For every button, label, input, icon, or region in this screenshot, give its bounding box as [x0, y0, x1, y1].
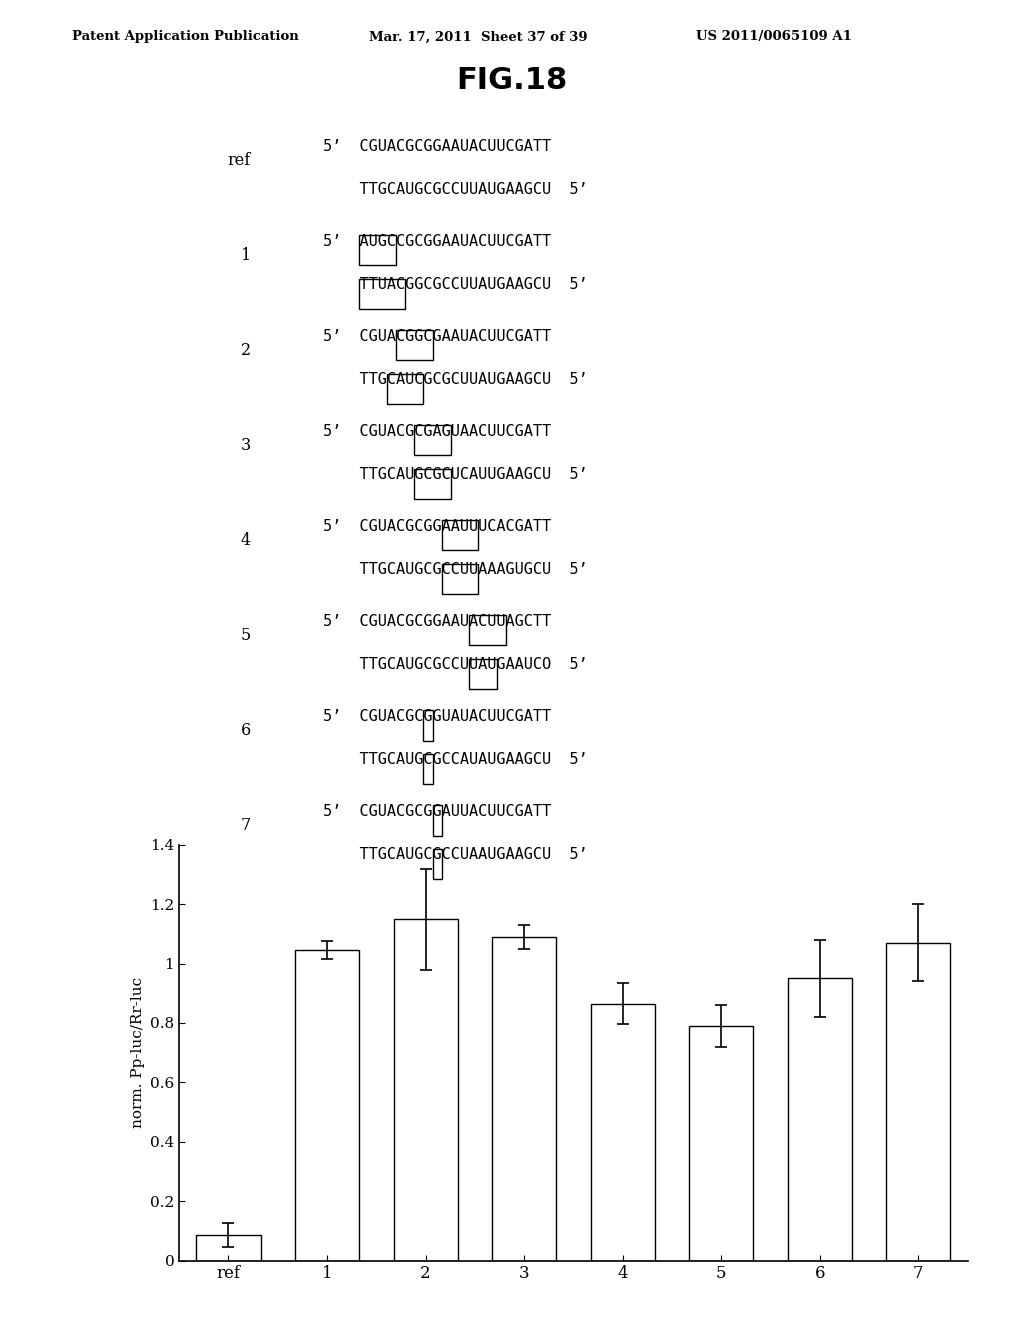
Text: 7: 7 — [241, 817, 251, 834]
Text: TTGCAUGCGCCUUAAAGUGCU  5’: TTGCAUGCGCCUUAAAGUGCU 5’ — [323, 562, 587, 577]
Text: TTUACGGCGCCUUAUGAAGCU  5’: TTUACGGCGCCUUAUGAAGCU 5’ — [323, 277, 587, 292]
Text: TTGCAUGCGCCUAAUGAAGCU  5’: TTGCAUGCGCCUAAUGAAGCU 5’ — [323, 847, 587, 862]
Text: TTGCAUCGCGCUUAUGAAGCU  5’: TTGCAUCGCGCUUAUGAAGCU 5’ — [323, 372, 587, 387]
Text: 5’  AUGCCGCGGAAUACUUCGATT: 5’ AUGCCGCGGAAUACUUCGATT — [323, 234, 551, 248]
Bar — [887, 942, 950, 1261]
Text: TTGCAUGCGCCAUAUGAAGCU  5’: TTGCAUGCGCCAUAUGAAGCU 5’ — [323, 752, 587, 767]
Text: 5’  CGUACGCGGUAUACUUCGATT: 5’ CGUACGCGGUAUACUUCGATT — [323, 709, 551, 723]
Bar — [493, 937, 556, 1261]
Bar — [591, 1003, 654, 1261]
Text: 2: 2 — [241, 342, 251, 359]
Text: TTGCAUGCGCCUUAUGAAGCU  5’: TTGCAUGCGCCUUAUGAAGCU 5’ — [323, 182, 587, 197]
Bar — [689, 1026, 754, 1261]
Text: 5’  CGUACGCGGAAUACUUAGCTT: 5’ CGUACGCGGAAUACUUAGCTT — [323, 614, 551, 628]
Text: TTGCAUGCGCCUUAUGAAUCO  5’: TTGCAUGCGCCUUAUGAAUCO 5’ — [323, 657, 587, 672]
Text: 5’  CGUACGCGGAAUACUUCGATT: 5’ CGUACGCGGAAUACUUCGATT — [323, 139, 551, 153]
Text: 4: 4 — [241, 532, 251, 549]
Text: ref: ref — [227, 152, 251, 169]
Text: TTGCAUGCGCUCAUUGAAGCU  5’: TTGCAUGCGCUCAUUGAAGCU 5’ — [323, 467, 587, 482]
Bar — [787, 978, 852, 1261]
Text: 1: 1 — [241, 247, 251, 264]
Text: Mar. 17, 2011  Sheet 37 of 39: Mar. 17, 2011 Sheet 37 of 39 — [369, 30, 588, 44]
Text: 5’  CGUACGCGAGUAACUUCGATT: 5’ CGUACGCGAGUAACUUCGATT — [323, 424, 551, 438]
Text: 5: 5 — [241, 627, 251, 644]
Text: 5’  CGUACGCGGAAUUUCACGATT: 5’ CGUACGCGGAAUUUCACGATT — [323, 519, 551, 533]
Y-axis label: norm. Pp-luc/Rr-luc: norm. Pp-luc/Rr-luc — [130, 977, 144, 1129]
Text: US 2011/0065109 A1: US 2011/0065109 A1 — [696, 30, 852, 44]
Text: Patent Application Publication: Patent Application Publication — [72, 30, 298, 44]
Bar — [295, 950, 359, 1261]
Text: 3: 3 — [241, 437, 251, 454]
Text: 6: 6 — [241, 722, 251, 739]
Bar — [393, 919, 458, 1261]
Text: 5’  CGUACGGCGAAUACUUCGATT: 5’ CGUACGGCGAAUACUUCGATT — [323, 329, 551, 343]
Text: FIG.18: FIG.18 — [457, 66, 567, 95]
Text: 5’  CGUACGCGGAUUACUUCGATT: 5’ CGUACGCGGAUUACUUCGATT — [323, 804, 551, 818]
Bar — [197, 1236, 260, 1261]
